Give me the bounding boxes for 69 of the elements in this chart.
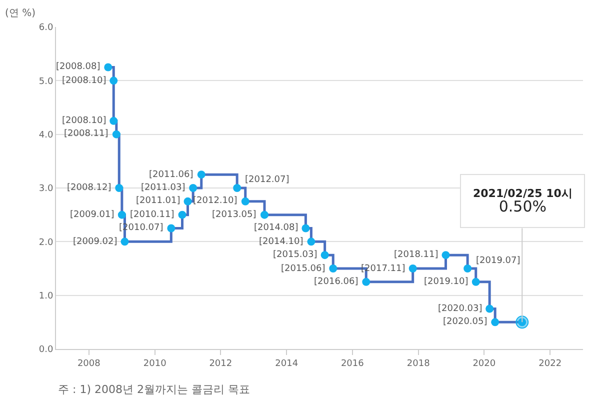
- point: [302, 224, 310, 232]
- annotation: [2012.07]: [245, 175, 290, 185]
- point: [320, 251, 329, 260]
- y-axis-title: (연 %): [5, 8, 36, 19]
- x-tick-label: 2020: [472, 358, 496, 369]
- annotation: [2008.11]: [64, 129, 108, 139]
- point: [486, 304, 494, 313]
- point: [110, 116, 118, 125]
- annotation: [2015.06]: [281, 264, 326, 274]
- x-tick-label: 2018: [406, 358, 430, 369]
- point: [178, 210, 186, 219]
- annotation: [2011.01]: [136, 196, 180, 206]
- y-tick-label: 5.0: [38, 76, 54, 87]
- point: [442, 251, 450, 260]
- y-tick-label: 3.0: [38, 184, 54, 194]
- y-tick-label: 4.0: [38, 130, 54, 140]
- point: [184, 197, 192, 206]
- annotation: [2019.07]: [476, 256, 520, 266]
- annotation: [2009.02]: [73, 237, 118, 247]
- point: [408, 264, 417, 272]
- y-tick-label: 1.0: [38, 291, 54, 302]
- x-tick-label: 2008: [77, 358, 101, 369]
- point: [112, 130, 120, 138]
- point: [241, 197, 250, 206]
- annotation: [2011.06]: [149, 170, 194, 180]
- annotation: [2020.05]: [443, 317, 488, 327]
- point: [115, 184, 124, 192]
- annotation: [2008.10]: [62, 76, 106, 86]
- annotation: [2013.05]: [212, 210, 256, 220]
- annotation: [2012.10]: [193, 196, 238, 206]
- annotation: [2009.01]: [70, 210, 114, 220]
- text: 주 : 1) 2008년 2월까지는 콜금리 목표: [58, 383, 250, 396]
- point: [167, 224, 176, 232]
- point: [329, 264, 338, 272]
- annotation: [2008.12]: [67, 183, 112, 193]
- point: [197, 170, 206, 179]
- y-tick-label: 0.0: [38, 345, 54, 356]
- point: [362, 278, 370, 286]
- y-tick-label: 6.0: [38, 23, 54, 34]
- y-tick-label: 2.0: [38, 238, 54, 248]
- annotation: [2014.08]: [254, 223, 298, 233]
- x-tick-label: 2016: [340, 358, 364, 369]
- point: [491, 318, 500, 326]
- annotation: [2016.06]: [314, 277, 358, 287]
- x-tick-label: 2022: [538, 358, 562, 369]
- annotation: [2014.10]: [259, 237, 304, 247]
- annotation: [2017.11]: [361, 264, 406, 274]
- point: [110, 76, 118, 85]
- point: [260, 210, 268, 219]
- point: [472, 278, 480, 286]
- point: [233, 184, 242, 192]
- annotation: [2020.03]: [438, 304, 482, 314]
- x-tick-label: 2014: [275, 358, 298, 369]
- x-tick-label: 2010: [143, 358, 167, 369]
- annotation: [2008.08]: [56, 62, 100, 72]
- annotation: 2021/02/25 10시 0.50%: [473, 187, 572, 216]
- annotation: [2011.03]: [141, 183, 186, 193]
- annotation: [2015.03]: [273, 250, 318, 260]
- x-tick-label: 2012: [209, 358, 232, 369]
- point: [118, 210, 126, 219]
- point: [120, 238, 129, 246]
- annotation: [2008.10]: [62, 116, 106, 126]
- annotation: [2019.10]: [424, 277, 468, 287]
- point: [104, 63, 112, 72]
- point: [189, 184, 198, 192]
- point: [464, 264, 472, 272]
- point: [307, 238, 316, 246]
- annotation: [2010.11]: [130, 210, 174, 220]
- annotation: [2018.11]: [394, 250, 438, 260]
